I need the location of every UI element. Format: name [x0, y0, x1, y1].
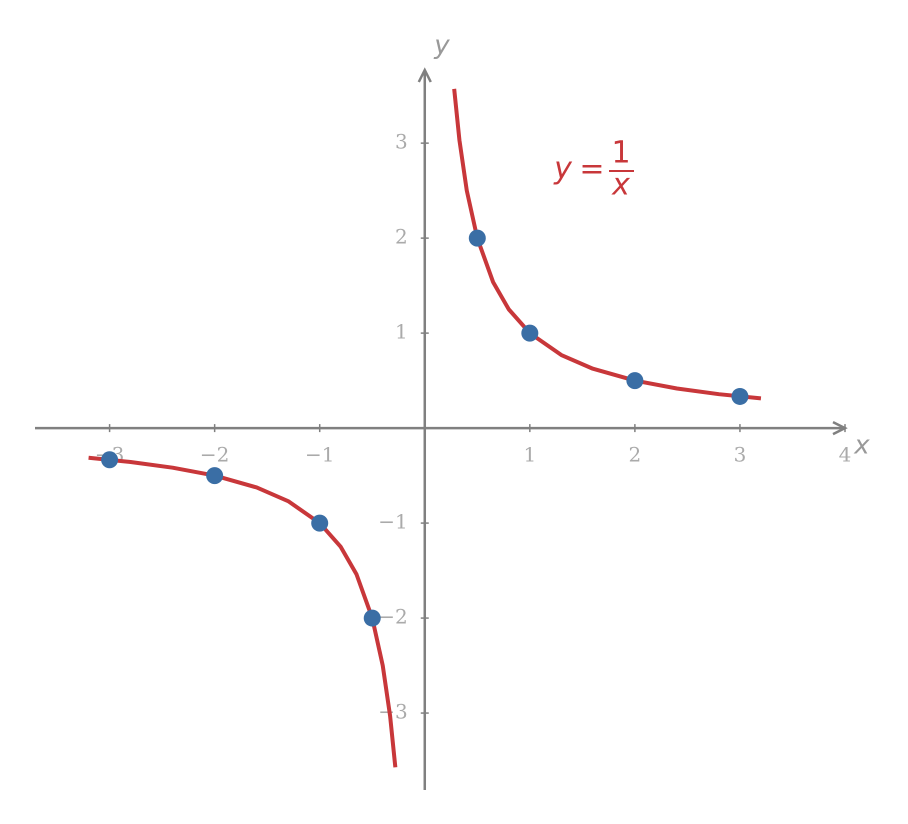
point — [311, 514, 329, 532]
annotation-equals: = — [579, 152, 604, 187]
point — [521, 324, 539, 342]
x-tick-label: −1 — [305, 443, 334, 467]
annotation-denominator: x — [611, 168, 630, 203]
x-tick-label: 2 — [629, 443, 642, 467]
point — [101, 451, 119, 469]
y-axis-label: y — [433, 31, 450, 61]
y-arrow — [417, 67, 432, 83]
y-tick-label: 2 — [395, 225, 408, 249]
x-tick-label: 4 — [839, 443, 852, 467]
annotation-lhs: y — [553, 152, 573, 187]
x-tick-label: −2 — [200, 443, 229, 467]
y-tick-label: 3 — [395, 130, 408, 154]
point — [363, 609, 381, 627]
annotation-numerator: 1 — [611, 136, 630, 171]
y-tick-label: −1 — [378, 510, 407, 534]
point — [468, 229, 486, 247]
y-tick-label: −2 — [378, 605, 407, 629]
x-tick-label: 1 — [523, 443, 536, 467]
point — [626, 372, 644, 390]
y-tick-label: −3 — [378, 700, 407, 724]
x-tick-label: 3 — [734, 443, 747, 467]
point — [206, 467, 224, 485]
y-tick-label: 1 — [395, 320, 408, 344]
point — [731, 387, 749, 405]
x-axis-label: x — [853, 431, 870, 461]
